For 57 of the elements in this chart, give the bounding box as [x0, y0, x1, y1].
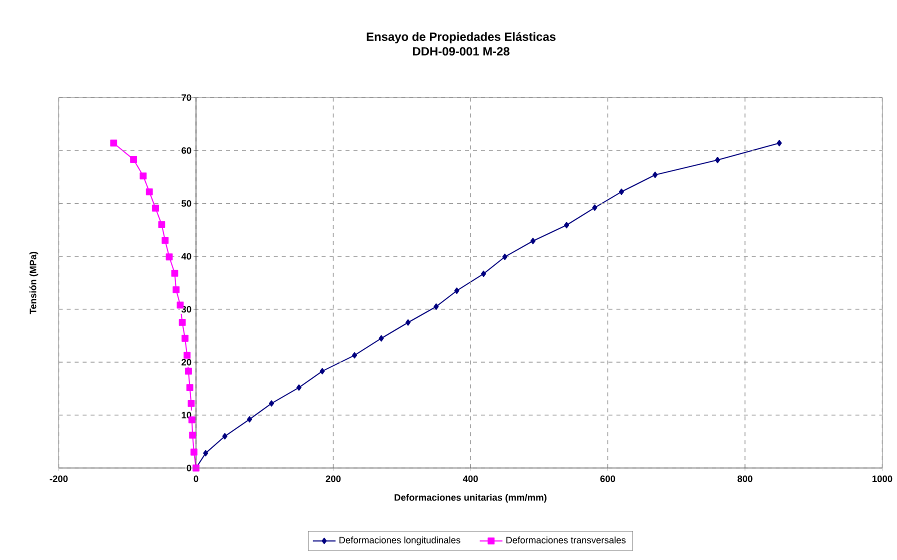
point	[172, 286, 180, 294]
point	[592, 204, 598, 212]
point	[247, 416, 252, 423]
y-tick-label: 50	[182, 200, 192, 207]
legend-label: Deformaciones longitudinales	[340, 536, 460, 546]
point	[776, 140, 782, 146]
point	[352, 352, 358, 359]
point	[406, 319, 411, 326]
point	[152, 204, 159, 212]
point	[378, 335, 384, 342]
point	[189, 432, 196, 439]
point	[190, 448, 198, 456]
y-tick-label: 20	[182, 359, 192, 366]
y-tick-label: 0	[186, 464, 192, 472]
point	[146, 188, 153, 196]
point	[434, 304, 439, 310]
point	[166, 254, 173, 261]
chart-title: Ensayo de Propiedades Elásticas	[366, 32, 556, 44]
point	[222, 433, 228, 440]
point	[618, 188, 624, 196]
legend-label: Deformaciones transversales	[506, 536, 626, 544]
point	[162, 237, 169, 244]
point	[184, 352, 191, 359]
x-tick-label: 600	[600, 476, 616, 482]
point	[158, 221, 166, 228]
x-axis-title: Deformaciones unitarias (mm/mm)	[394, 494, 546, 503]
point	[502, 254, 508, 260]
y-axis-title: Tensión (MPa)	[29, 252, 38, 314]
x-tick-label: 800	[738, 476, 752, 482]
x-tick-label: 0	[194, 476, 198, 482]
point	[564, 222, 570, 228]
y-tick-label: 40	[181, 253, 192, 260]
x-tick-label: 400	[462, 476, 478, 482]
point	[715, 157, 720, 164]
point	[203, 450, 208, 457]
point	[652, 172, 658, 178]
y-tick-label: 70	[182, 94, 192, 102]
point	[186, 384, 194, 392]
point	[130, 156, 138, 164]
point	[530, 238, 536, 244]
point	[110, 140, 118, 147]
x-tick-label: 1000	[872, 476, 892, 482]
point	[454, 288, 460, 294]
y-tick-label: 60	[182, 147, 192, 154]
point	[268, 400, 274, 407]
point	[140, 172, 147, 180]
point	[481, 270, 486, 278]
point	[320, 368, 325, 375]
point	[296, 384, 302, 391]
point	[171, 270, 178, 277]
x-tick-label: 200	[326, 476, 341, 482]
chart-subtitle: DDH-09-001 M-28	[413, 47, 510, 56]
point	[182, 335, 188, 342]
point	[178, 319, 186, 326]
point	[188, 400, 195, 408]
x-tick-label: -200	[50, 476, 68, 482]
point	[185, 368, 192, 375]
